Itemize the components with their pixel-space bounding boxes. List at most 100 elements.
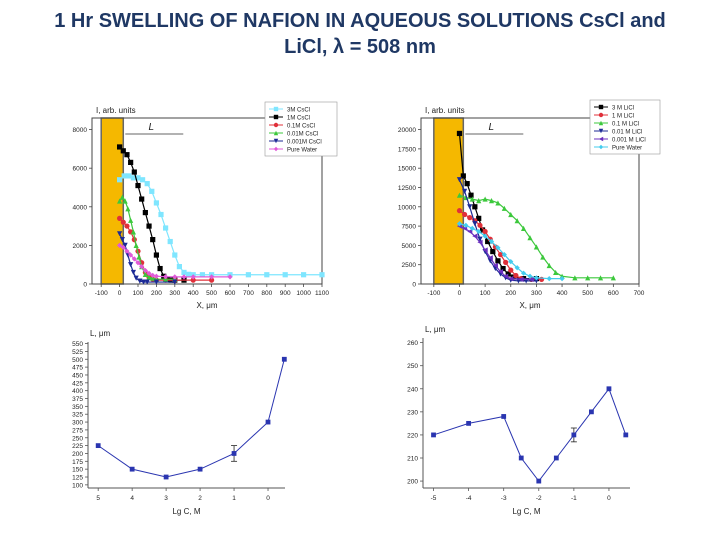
data-point bbox=[508, 211, 514, 218]
x-tick-label: 600 bbox=[608, 290, 619, 297]
legend-entry: 3M CsCl bbox=[287, 107, 310, 113]
data-point bbox=[456, 208, 463, 214]
data-point bbox=[319, 272, 325, 278]
legend-entry: 0.01 M LiCl bbox=[612, 129, 642, 135]
data-point bbox=[140, 279, 147, 285]
data-point bbox=[209, 277, 215, 283]
data-point bbox=[495, 200, 501, 206]
data-point bbox=[133, 275, 139, 281]
data-point bbox=[497, 252, 504, 258]
legend-swatch-marker bbox=[273, 146, 279, 152]
plot-frame bbox=[420, 117, 640, 285]
data-point bbox=[122, 198, 128, 204]
x-tick-label: 400 bbox=[188, 290, 199, 297]
x-tick-label: 5 bbox=[96, 495, 100, 502]
data-point bbox=[231, 451, 237, 456]
y-axis-label: I, arb. units bbox=[425, 106, 465, 115]
data-point bbox=[572, 275, 578, 281]
data-point bbox=[124, 152, 130, 158]
y-tick-label: 425 bbox=[72, 380, 83, 387]
x-tick-label: 1 bbox=[232, 495, 236, 502]
data-point bbox=[492, 262, 498, 269]
data-point bbox=[125, 206, 131, 212]
legend-entry: Pure Water bbox=[612, 145, 642, 151]
y-tick-label: 240 bbox=[407, 386, 418, 393]
y-tick-label: 450 bbox=[72, 372, 83, 379]
data-point bbox=[117, 231, 123, 237]
data-point bbox=[197, 466, 203, 472]
data-point bbox=[527, 235, 533, 241]
data-point bbox=[131, 169, 137, 175]
data-point bbox=[190, 277, 196, 283]
x-tick-label: 800 bbox=[261, 290, 272, 297]
data-point bbox=[460, 173, 466, 179]
data-point bbox=[163, 274, 169, 280]
data-point bbox=[462, 188, 468, 194]
data-point bbox=[472, 221, 478, 227]
data-point bbox=[456, 177, 463, 183]
data-point bbox=[265, 419, 271, 425]
data-point bbox=[119, 194, 125, 200]
data-point bbox=[119, 237, 125, 243]
data-point bbox=[546, 262, 552, 269]
data-point bbox=[117, 242, 123, 248]
x-tick-label: 300 bbox=[531, 290, 542, 297]
y-tick-label: 100 bbox=[72, 482, 83, 489]
data-point bbox=[120, 148, 126, 154]
data-point bbox=[144, 279, 150, 285]
legend-entry: 0.001 M LiCl bbox=[612, 137, 646, 143]
data-point bbox=[482, 233, 488, 239]
data-point bbox=[139, 196, 145, 202]
y-axis-label: L, μm bbox=[425, 325, 446, 334]
x-tick-label: 100 bbox=[133, 290, 144, 297]
data-point bbox=[597, 275, 604, 281]
y-tick-label: 6000 bbox=[73, 166, 88, 173]
data-point bbox=[467, 204, 473, 210]
data-point bbox=[121, 173, 127, 179]
chart-cscl-intensity-profile: L -100 0 100 200 300 400 500 600 700 800 900 1000 110… bbox=[73, 101, 338, 310]
data-point bbox=[131, 256, 137, 262]
data-point bbox=[501, 414, 507, 419]
data-point bbox=[540, 254, 546, 260]
data-point bbox=[124, 223, 130, 229]
data-point bbox=[508, 259, 514, 265]
data-point bbox=[301, 272, 307, 278]
legend-swatch-marker bbox=[598, 144, 604, 150]
y-tick-label: 17500 bbox=[398, 146, 416, 153]
legend-entry: 0.001M CsCl bbox=[287, 139, 322, 145]
data-point bbox=[482, 228, 488, 235]
y-tick-label: 8000 bbox=[73, 127, 88, 134]
y-tick-label: 10000 bbox=[398, 204, 416, 211]
y-tick-label: 0 bbox=[83, 282, 87, 289]
data-point bbox=[500, 265, 506, 272]
data-point bbox=[468, 192, 474, 198]
data-point bbox=[122, 242, 128, 248]
x-tick-label: 700 bbox=[634, 290, 645, 297]
data-point bbox=[533, 278, 540, 284]
data-point bbox=[144, 181, 150, 187]
data-point bbox=[153, 279, 159, 285]
y-tick-label: 250 bbox=[407, 363, 418, 370]
data-point bbox=[589, 409, 594, 415]
x-tick-label: 600 bbox=[225, 290, 236, 297]
data-point bbox=[153, 200, 159, 206]
data-point bbox=[129, 466, 135, 472]
x-tick-label: 700 bbox=[243, 290, 254, 297]
data-point bbox=[585, 275, 591, 281]
data-point bbox=[553, 455, 559, 461]
data-point bbox=[245, 272, 251, 278]
data-point bbox=[124, 248, 130, 254]
data-point bbox=[533, 244, 540, 250]
legend-swatch-marker bbox=[273, 138, 279, 144]
y-tick-label: 230 bbox=[407, 409, 418, 416]
x-tick-label: 4 bbox=[130, 495, 134, 502]
data-point bbox=[117, 198, 123, 204]
chart-licl-swelling-vs-concentration: -5 -4 -3 -2 -1 0 200 210 220 230 240 250 260 L, μm Lg … bbox=[407, 325, 630, 516]
data-point bbox=[126, 173, 132, 179]
y-axis-label: I, arb. units bbox=[96, 106, 136, 115]
x-axis-label: Lg C, M bbox=[172, 507, 200, 516]
legend-entry: Pure Water bbox=[287, 147, 317, 153]
data-point bbox=[488, 198, 495, 204]
data-point bbox=[281, 356, 287, 362]
data-point bbox=[142, 271, 148, 277]
